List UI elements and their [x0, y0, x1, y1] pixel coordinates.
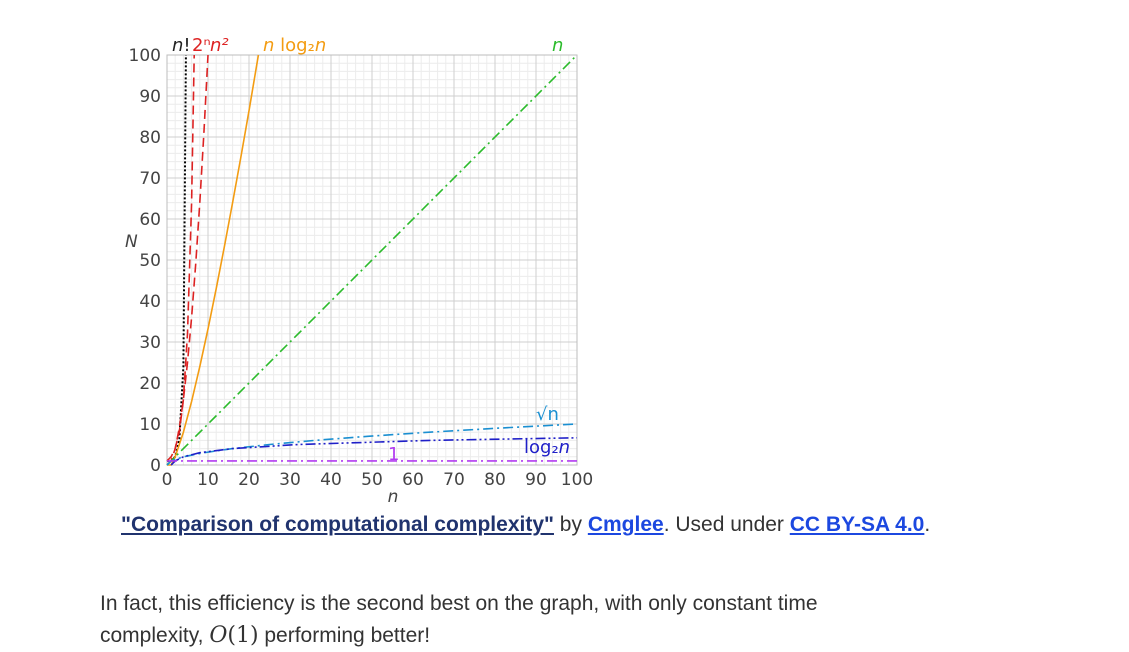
y-tick-label: 50 [139, 251, 161, 271]
image-caption: "Comparison of computational complexity"… [121, 513, 930, 537]
y-tick-labels: 0 10 20 30 40 50 60 70 80 90 100 [129, 46, 161, 476]
big-o-notation: O(1) [209, 623, 259, 648]
x-tick-label: 60 [402, 470, 424, 490]
y-axis-title: N [125, 232, 138, 252]
x-tick-label: 70 [443, 470, 465, 490]
x-tick-label: 50 [361, 470, 383, 490]
caption-author-link[interactable]: Cmglee [587, 513, 664, 536]
y-tick-label: 20 [139, 374, 161, 394]
x-tick-label: 40 [320, 470, 342, 490]
caption-by-text: by [553, 513, 588, 536]
series-line-3 [167, 54, 260, 466]
y-tick-label: 80 [139, 128, 161, 148]
paragraph-text-end: performing better! [258, 624, 431, 647]
y-tick-label: 10 [139, 415, 161, 435]
series-line-2 [166, 54, 209, 466]
label-sqrt-n: √n [536, 404, 559, 425]
y-tick-label: 30 [139, 333, 161, 353]
series-line-1 [166, 54, 195, 462]
y-tick-label: 100 [129, 46, 161, 66]
x-tick-labels: 0 10 20 30 40 50 60 70 80 90 100 [162, 470, 593, 490]
series-line-5 [166, 423, 578, 466]
series-layer [166, 54, 578, 466]
series-line-0 [167, 54, 187, 462]
complexity-chart: 0 10 20 30 40 50 60 70 80 90 100 0 10 20 30 40 50 60 70 80… [120, 33, 593, 505]
x-tick-label: 20 [238, 470, 260, 490]
y-tick-label: 60 [139, 210, 161, 230]
x-tick-label: 90 [525, 470, 547, 490]
chart-svg: 0 10 20 30 40 50 60 70 80 90 100 0 10 20 30 40 50 60 70 80… [125, 35, 593, 505]
label-n-factorial: n! [172, 35, 191, 56]
caption-license-link[interactable]: CC BY-SA 4.0 [789, 513, 925, 536]
series-line-4 [166, 54, 578, 466]
plot-frame [166, 54, 578, 466]
label-n-log-n: n log₂n [263, 35, 326, 56]
label-n: n [552, 35, 563, 56]
label-constant: 1 [388, 444, 399, 465]
caption-end-text: . [924, 513, 931, 536]
x-tick-label: 100 [561, 470, 593, 490]
y-tick-label: 0 [150, 456, 161, 476]
x-axis-title: n [388, 487, 399, 505]
x-tick-label: 0 [162, 470, 173, 490]
x-tick-label: 80 [484, 470, 506, 490]
y-tick-label: 90 [139, 87, 161, 107]
caption-title-link[interactable]: "Comparison of computational complexity" [121, 513, 554, 536]
label-2-power-n: 2ⁿ [192, 35, 211, 56]
label-log-n: log₂n [524, 437, 570, 458]
body-paragraph: In fact, this efficiency is the second b… [100, 588, 920, 652]
label-n-squared: n² [210, 35, 229, 56]
caption-used-text: . Used under [663, 513, 790, 536]
y-tick-label: 40 [139, 292, 161, 312]
paragraph-text-start: In fact, this efficiency is the second b… [100, 592, 818, 647]
x-tick-label: 10 [197, 470, 219, 490]
x-tick-label: 30 [279, 470, 301, 490]
y-tick-label: 70 [139, 169, 161, 189]
